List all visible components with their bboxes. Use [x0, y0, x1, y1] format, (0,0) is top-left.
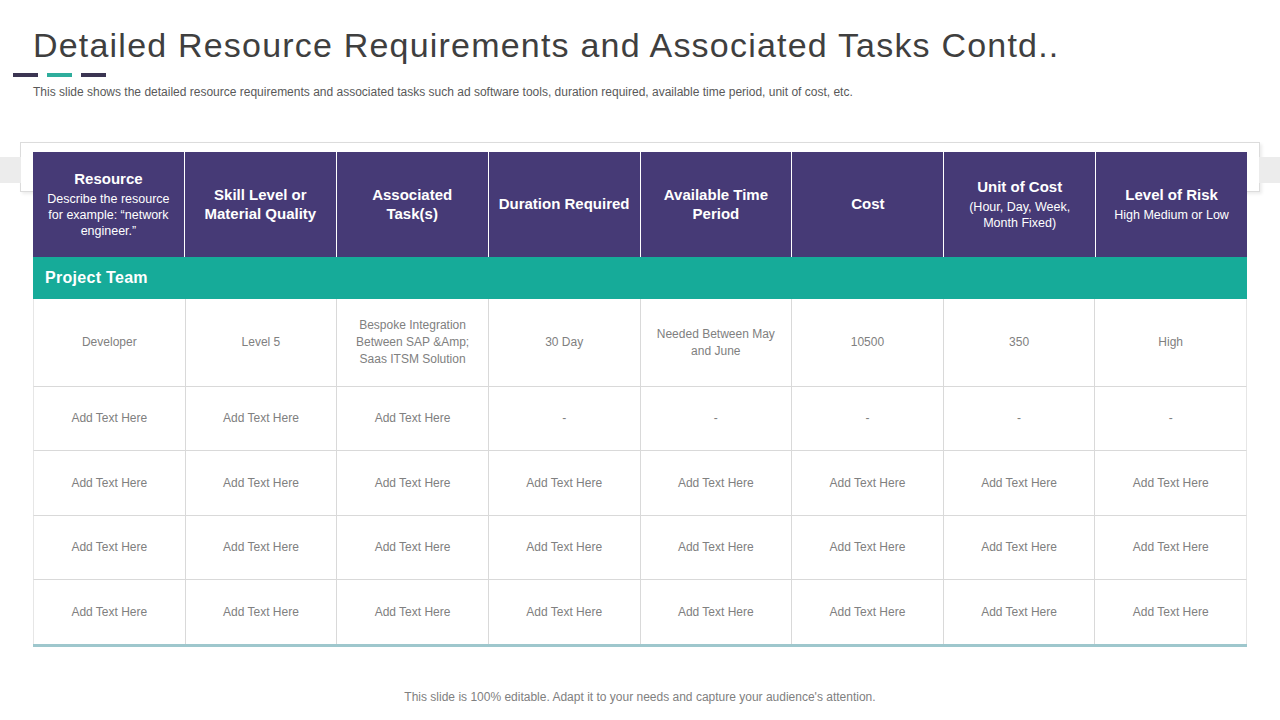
table-cell-placeholder[interactable]: Add Text Here: [186, 580, 338, 644]
banner-edge-right: [1259, 157, 1280, 183]
table-row: Add Text Here Add Text Here Add Text Her…: [33, 580, 1247, 644]
table-cell[interactable]: -: [792, 387, 944, 451]
table-cell-placeholder[interactable]: Add Text Here: [792, 516, 944, 580]
table-cell-placeholder[interactable]: Add Text Here: [641, 580, 793, 644]
banner-edge-left: [0, 157, 21, 183]
slide-footer-note: This slide is 100% editable. Adapt it to…: [0, 690, 1280, 704]
title-underline: [13, 73, 106, 77]
column-header-title: Available Time Period: [651, 186, 782, 224]
column-header-subtitle: (Hour, Day, Week, Month Fixed): [954, 199, 1085, 232]
table-cell-placeholder[interactable]: Add Text Here: [489, 516, 641, 580]
title-underline-dash: [81, 73, 106, 77]
column-header-cost: Cost: [792, 152, 944, 257]
table-cell[interactable]: Level 5: [186, 299, 338, 387]
table-cell[interactable]: -: [1095, 387, 1247, 451]
column-header-level-of-risk: Level of Risk High Medium or Low: [1096, 152, 1247, 257]
column-header-title: Unit of Cost: [977, 178, 1062, 197]
table-cell-placeholder[interactable]: Add Text Here: [489, 451, 641, 515]
table-cell-placeholder[interactable]: Add Text Here: [944, 580, 1096, 644]
table-cell-placeholder[interactable]: Add Text Here: [186, 451, 338, 515]
column-header-associated-tasks: Associated Task(s): [337, 152, 489, 257]
table-cell-placeholder[interactable]: Add Text Here: [792, 451, 944, 515]
table-cell-placeholder[interactable]: Add Text Here: [337, 387, 489, 451]
table-cell-placeholder[interactable]: Add Text Here: [641, 451, 793, 515]
table-cell-placeholder[interactable]: Add Text Here: [186, 387, 338, 451]
column-header-available-time-period: Available Time Period: [641, 152, 793, 257]
table-row: Add Text Here Add Text Here Add Text Her…: [33, 516, 1247, 580]
table-cell-placeholder[interactable]: Add Text Here: [1095, 451, 1247, 515]
column-header-title: Level of Risk: [1125, 186, 1218, 205]
table-cell[interactable]: -: [944, 387, 1096, 451]
table-cell-placeholder[interactable]: Add Text Here: [944, 451, 1096, 515]
table-header-row: Resource Describe the resource for examp…: [33, 152, 1247, 257]
table-cell-placeholder[interactable]: Add Text Here: [33, 451, 186, 515]
table-cell-placeholder[interactable]: Add Text Here: [337, 516, 489, 580]
column-header-subtitle: Describe the resource for example: “netw…: [43, 191, 174, 240]
table-row: Add Text Here Add Text Here Add Text Her…: [33, 451, 1247, 515]
resource-requirements-table: Resource Describe the resource for examp…: [33, 152, 1247, 647]
table-cell[interactable]: 350: [944, 299, 1096, 387]
table-cell-placeholder[interactable]: Add Text Here: [1095, 580, 1247, 644]
table-cell-placeholder[interactable]: Add Text Here: [641, 516, 793, 580]
table-cell-placeholder[interactable]: Add Text Here: [186, 516, 338, 580]
table-cell-placeholder[interactable]: Add Text Here: [337, 451, 489, 515]
column-header-title: Resource: [74, 170, 142, 189]
table-cell[interactable]: -: [641, 387, 793, 451]
column-header-title: Associated Task(s): [347, 186, 478, 224]
column-header-skill-level: Skill Level or Material Quality: [185, 152, 337, 257]
table-row: Add Text Here Add Text Here Add Text Her…: [33, 387, 1247, 451]
table-cell[interactable]: Needed Between May and June: [641, 299, 793, 387]
table-cell-placeholder[interactable]: Add Text Here: [33, 387, 186, 451]
table-cell-placeholder[interactable]: Add Text Here: [33, 580, 186, 644]
page-title[interactable]: Detailed Resource Requirements and Assoc…: [33, 26, 1253, 65]
column-header-title: Cost: [851, 195, 884, 214]
slide-description[interactable]: This slide shows the detailed resource r…: [33, 85, 1233, 99]
table-cell[interactable]: -: [489, 387, 641, 451]
column-header-title: Skill Level or Material Quality: [195, 186, 326, 224]
table-cell-placeholder[interactable]: Add Text Here: [337, 580, 489, 644]
title-underline-dash: [13, 73, 38, 77]
table-row: Developer Level 5 Bespoke Integration Be…: [33, 299, 1247, 387]
title-underline-dash: [47, 73, 72, 77]
table-cell[interactable]: High: [1095, 299, 1247, 387]
column-header-title: Duration Required: [499, 195, 630, 214]
column-header-unit-of-cost: Unit of Cost (Hour, Day, Week, Month Fix…: [944, 152, 1096, 257]
section-header-project-team: Project Team: [33, 257, 1247, 299]
column-header-subtitle: High Medium or Low: [1114, 207, 1229, 223]
table-cell-placeholder[interactable]: Add Text Here: [944, 516, 1096, 580]
table-cell[interactable]: Developer: [33, 299, 186, 387]
table-cell[interactable]: 30 Day: [489, 299, 641, 387]
table-cell-placeholder[interactable]: Add Text Here: [792, 580, 944, 644]
table-cell-placeholder[interactable]: Add Text Here: [1095, 516, 1247, 580]
column-header-resource: Resource Describe the resource for examp…: [33, 152, 185, 257]
table-cell[interactable]: 10500: [792, 299, 944, 387]
table-cell[interactable]: Bespoke Integration Between SAP &Amp; Sa…: [337, 299, 489, 387]
table-cell-placeholder[interactable]: Add Text Here: [489, 580, 641, 644]
column-header-duration-required: Duration Required: [489, 152, 641, 257]
table-cell-placeholder[interactable]: Add Text Here: [33, 516, 186, 580]
